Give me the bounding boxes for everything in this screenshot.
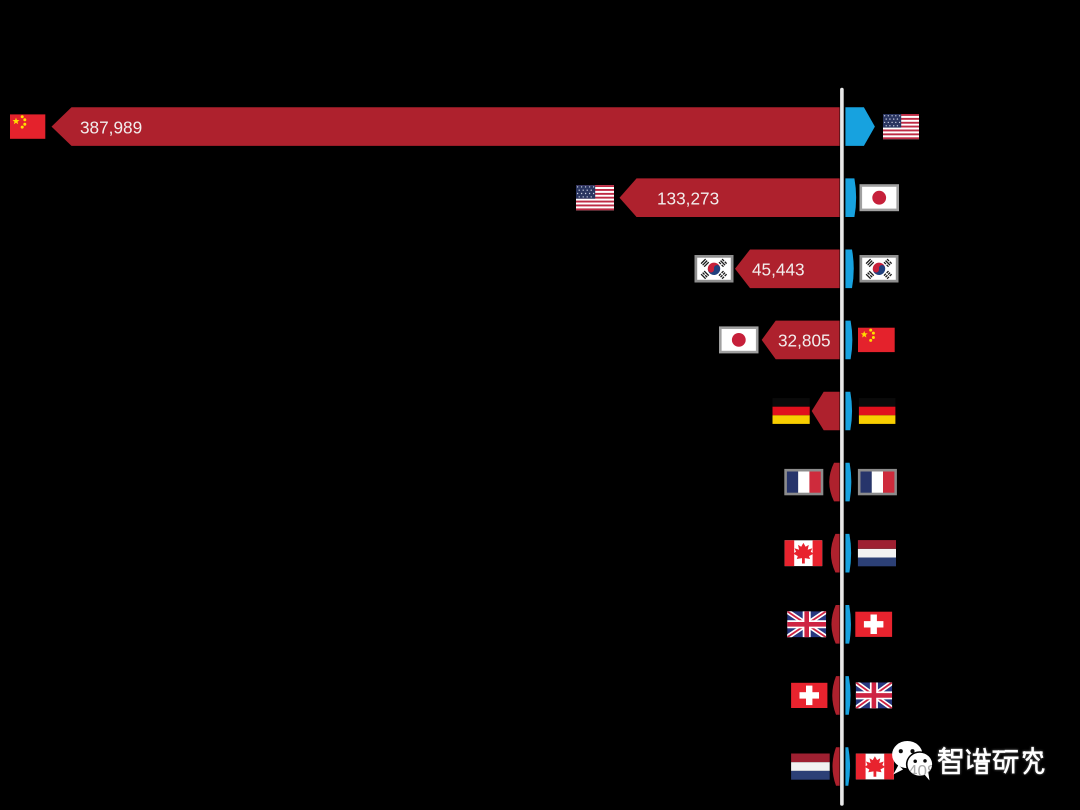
svg-text:45,443: 45,443: [752, 260, 805, 280]
svg-text:32,805: 32,805: [778, 331, 831, 351]
svg-text:387,989: 387,989: [80, 117, 142, 137]
svg-text:408: 408: [908, 762, 936, 781]
svg-text:133,273: 133,273: [657, 189, 719, 209]
